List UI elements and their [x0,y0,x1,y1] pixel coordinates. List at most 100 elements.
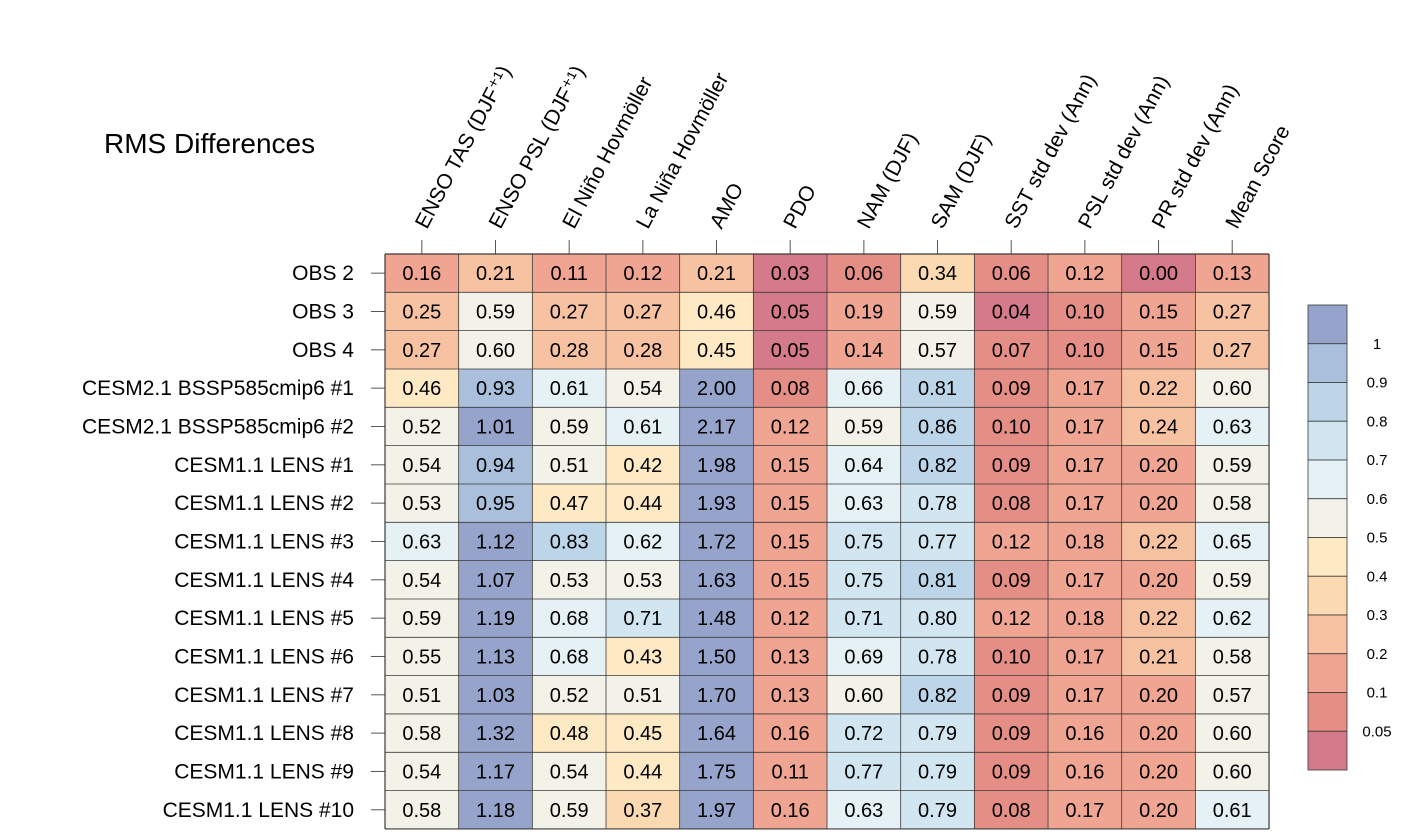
cell-value: 1.98 [697,455,736,477]
heatmap-cell [974,675,1049,714]
heatmap-cell [679,752,754,791]
heatmap-cell [532,752,607,791]
cell-value: 0.58 [402,800,441,822]
heatmap-cell [1195,713,1270,753]
cell-value: 0.60 [476,340,515,362]
cell-value: 0.43 [623,646,662,668]
heatmap-cell [1048,254,1122,293]
cell-value: 2.00 [697,378,736,400]
heatmap-cell [679,522,754,561]
cell-value: 0.60 [1213,378,1252,400]
heatmap-cell [974,330,1049,369]
heatmap-cell [827,254,901,293]
colorbar-swatch [1307,537,1348,577]
heatmap-cell [458,560,533,599]
cell-value: 0.59 [1213,455,1252,477]
heatmap-cell [385,675,459,714]
cell-value: 0.09 [992,685,1031,707]
cell-value: 0.12 [623,263,662,285]
heatmap-cell [385,790,459,829]
cell-value: 0.52 [402,416,441,438]
cell-value: 0.81 [918,378,957,400]
cell-value: 0.15 [771,493,810,515]
cell-value: 0.18 [1065,531,1104,553]
column-label: AMO [706,179,749,232]
cell-value: 0.60 [1213,761,1252,783]
cell-value: 0.54 [550,761,589,783]
cell-value: 0.17 [1065,800,1104,822]
row-label: CESM1.1 LENS #9 [174,760,354,783]
cell-value: 0.12 [771,608,810,630]
heatmap-cell [458,790,533,829]
heatmap-cell [1195,368,1270,408]
cell-value: 1.97 [697,800,736,822]
heatmap-cell [974,713,1049,753]
cell-value: 1.75 [697,761,736,783]
heatmap-cell [827,560,901,599]
cell-value: 0.44 [623,761,662,783]
heatmap-cell [385,292,459,331]
colorbar-tick-label: 0.3 [1367,607,1388,624]
heatmap-cell [532,483,607,523]
cell-value: 0.54 [402,455,441,477]
cell-value: 0.08 [771,378,810,400]
cell-value: 0.68 [550,646,589,668]
row-label: CESM1.1 LENS #8 [174,722,354,745]
heatmap-cell [679,637,754,676]
cell-value: 0.71 [623,608,662,630]
colorbar-tick-label: 0.8 [1367,413,1388,430]
cell-value: 0.93 [476,378,515,400]
cell-value: 0.59 [550,416,589,438]
heatmap-cell [1121,522,1196,561]
cell-value: 0.00 [1139,263,1178,285]
heatmap-cell [458,330,533,369]
cell-value: 0.17 [1065,685,1104,707]
heatmap-cell [679,790,754,829]
cell-value: 0.83 [550,531,589,553]
cell-value: 0.63 [402,531,441,553]
heatmap-cell [753,407,828,446]
heatmap-cell [1048,522,1122,561]
colorbar-swatch [1307,459,1348,500]
heatmap-cell [385,522,459,561]
heatmap-cell [900,254,975,293]
cell-value: 0.20 [1139,800,1178,822]
cell-value: 0.12 [992,531,1031,553]
heatmap-cell [532,637,607,676]
cell-value: 0.14 [844,340,883,362]
heatmap-cell [753,292,828,331]
cell-value: 0.60 [844,685,883,707]
cell-value: 1.01 [476,416,515,438]
colorbar-tick-label: 0.7 [1367,452,1388,469]
heatmap-cell [1048,330,1122,369]
cell-value: 0.62 [623,531,662,553]
heatmap-cell [532,598,607,638]
row-labels: OBS 2 OBS 3 OBS 4 CESM2.1 BSSP585cmip6 #1 CE… [82,262,385,822]
heatmap-cell [827,330,901,369]
heatmap-cells: 0.16 0.21 0.11 0.12 0.21 0.03 0.06 0.34 0.06 0.12… [385,254,1270,829]
heatmap-cell [1048,445,1122,484]
colorbar-tick-label: 0.5 [1367,530,1388,547]
colorbar-swatch [1307,692,1348,732]
heatmap-grid [384,253,1270,830]
cell-value: 0.17 [1065,493,1104,515]
cell-value: 0.58 [1213,646,1252,668]
cell-value: 0.82 [918,455,957,477]
cell-value: 0.46 [697,301,736,323]
row-label: CESM1.1 LENS #4 [174,569,354,592]
heatmap-cell [900,522,975,561]
cell-value: 0.09 [992,570,1031,592]
colorbar-tick-label: 0.05 [1362,723,1391,740]
heatmap-cell [974,292,1049,331]
cell-value: 0.63 [844,493,883,515]
cell-value: 0.59 [476,301,515,323]
heatmap-cell [532,675,607,714]
heatmap-cell [458,675,533,714]
heatmap-cell [1048,713,1122,753]
heatmap-cell [900,292,975,331]
row-label: CESM1.1 LENS #5 [174,607,354,630]
heatmap-cell [827,522,901,561]
heatmap-cell [679,713,754,753]
heatmap-cell [606,790,680,829]
